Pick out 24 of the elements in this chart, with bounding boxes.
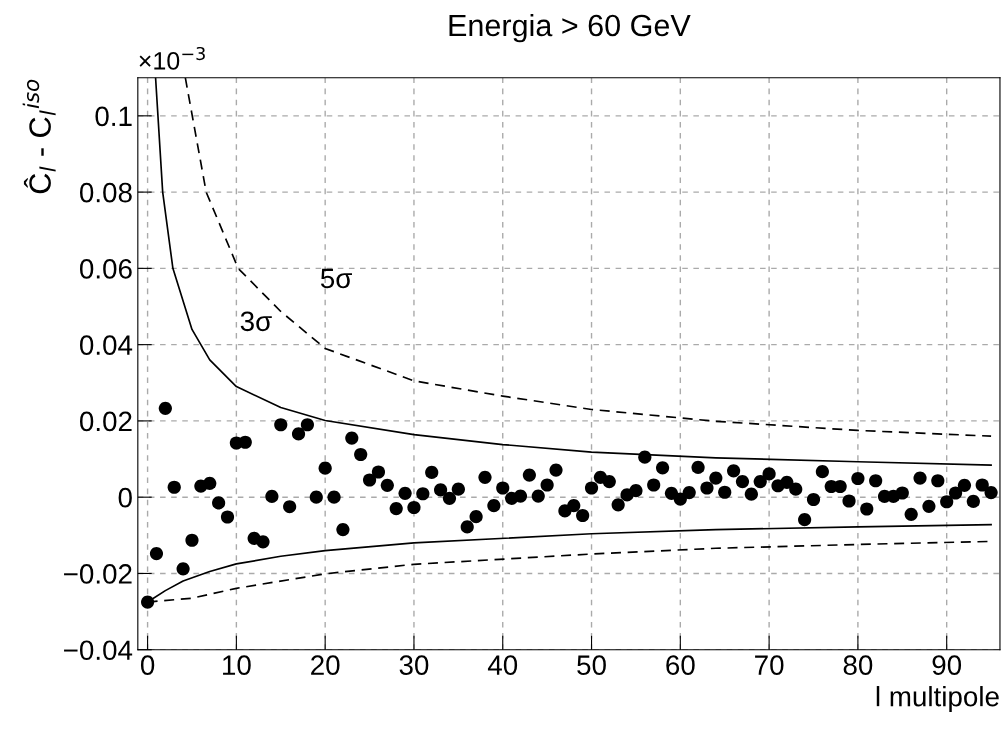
y-tick-label: 0.1 bbox=[95, 106, 132, 127]
y-tick-label: 0.02 bbox=[79, 411, 132, 432]
x-tick-label: 0 bbox=[140, 655, 155, 675]
annotation: 5σ bbox=[320, 268, 352, 289]
x-tick-label: 90 bbox=[932, 655, 962, 675]
x-tick-label: 20 bbox=[311, 655, 340, 675]
y-tick-label: 0.06 bbox=[79, 259, 132, 279]
x-tick-label: 60 bbox=[666, 655, 695, 675]
y-tick-label: −0.04 bbox=[64, 640, 133, 661]
y-tick-label: −0.02 bbox=[64, 564, 132, 584]
y-axis-title: Ĉ$_{l}$ - C$_{l}$$^{iso}$ bbox=[22, 79, 56, 194]
y-tick-label: 0 bbox=[118, 487, 132, 508]
x-axis-title: l multipole bbox=[876, 686, 999, 712]
x-tick-label: 30 bbox=[399, 655, 429, 675]
x-tick-label: 40 bbox=[487, 655, 518, 675]
x-tick-label: 80 bbox=[843, 655, 873, 675]
text: ×10$^{−3}$ bbox=[139, 46, 205, 70]
chart-title: Energia > 60 GeV bbox=[449, 13, 691, 43]
x-tick-label: 70 bbox=[755, 655, 784, 675]
y-tick-label: 0.08 bbox=[79, 182, 132, 203]
annotation: 3σ bbox=[240, 311, 272, 332]
y-tick-label: 0.04 bbox=[79, 335, 133, 355]
x-tick-label: 10 bbox=[223, 655, 251, 675]
x-tick-label: 50 bbox=[577, 655, 606, 675]
